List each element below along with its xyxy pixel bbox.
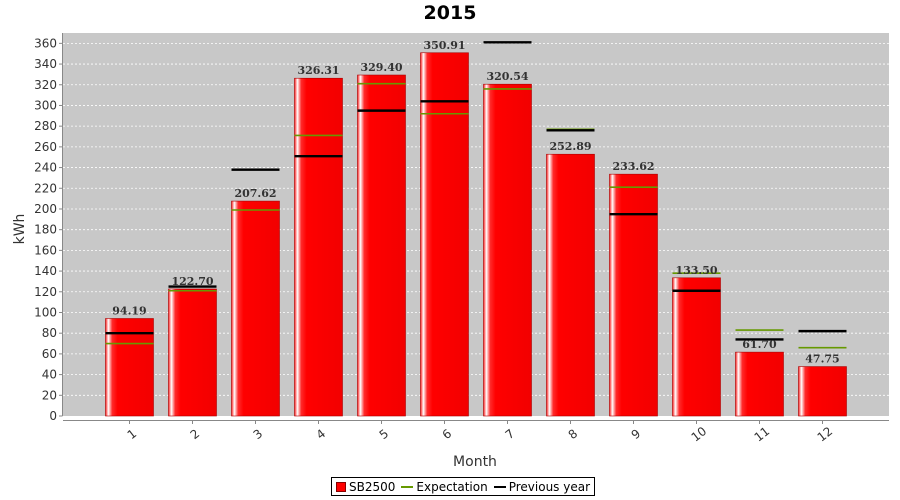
data-label: 94.19 — [112, 305, 146, 318]
y-tick-label: 320 — [34, 78, 57, 92]
x-tick-label: 8 — [566, 426, 581, 442]
legend: SB2500 Expectation Previous year — [331, 477, 596, 496]
x-tick-label: 3 — [251, 426, 266, 442]
bar — [483, 83, 532, 417]
y-tick-label: 200 — [34, 202, 57, 216]
marker-series — [105, 41, 847, 349]
data-label: 122.70 — [171, 275, 213, 288]
y-axis: 0 20 40 60 80 100 120 140 160 180 200 220 240 260 280 3… — [34, 33, 63, 423]
legend-swatch-expectation-line — [401, 485, 414, 488]
x-tick-label: 5 — [377, 426, 392, 442]
y-tick-label: 280 — [34, 119, 57, 133]
data-label: 233.62 — [612, 160, 654, 173]
x-tick-label: 4 — [314, 426, 329, 442]
data-label: 47.75 — [805, 353, 839, 366]
bar — [546, 153, 595, 417]
grid-lines — [63, 42, 889, 396]
data-label: 252.89 — [549, 140, 591, 153]
y-tick-label: 260 — [34, 140, 57, 154]
bar — [609, 173, 658, 417]
bar — [672, 277, 721, 417]
y-tick-label: 120 — [34, 285, 57, 299]
bar — [168, 288, 217, 417]
bar — [357, 74, 406, 417]
data-label: 350.91 — [423, 39, 465, 52]
legend-swatch-bar — [336, 481, 346, 492]
x-tick-label: 7 — [503, 426, 518, 442]
y-tick-label: 160 — [34, 243, 57, 257]
legend-label: Previous year — [508, 479, 591, 494]
data-label: 133.50 — [675, 264, 717, 277]
y-tick-label: 0 — [49, 409, 57, 423]
bar — [105, 318, 154, 417]
x-axis: 1 2 3 4 5 6 7 8 9 10 11 12 — [63, 420, 889, 444]
data-labels: 94.19 122.70 207.62 326.31 329.40 350.91 320.5… — [112, 39, 839, 366]
y-tick-label: 100 — [34, 305, 57, 319]
y-tick-label: 40 — [42, 368, 57, 382]
bar — [420, 52, 469, 417]
data-label: 329.40 — [360, 61, 402, 74]
x-tick-label: 1 — [125, 426, 140, 442]
legend-item-expectation: Expectation — [401, 479, 488, 494]
y-tick-label: 180 — [34, 223, 57, 237]
data-label: 207.62 — [234, 187, 276, 200]
x-tick-label: 6 — [440, 426, 455, 442]
bar — [798, 366, 847, 417]
y-tick-label: 140 — [34, 264, 57, 278]
y-tick-label: 300 — [34, 98, 57, 112]
x-tick-label: 12 — [815, 424, 836, 444]
legend-item-sb2500: SB2500 — [336, 480, 395, 494]
x-tick-label: 2 — [188, 426, 203, 442]
data-label: 326.31 — [297, 64, 339, 77]
legend-label: Expectation — [416, 479, 488, 494]
chart-title: 2015 — [423, 2, 477, 24]
data-label: 320.54 — [486, 70, 528, 83]
legend-label: SB2500 — [349, 479, 396, 494]
y-tick-label: 220 — [34, 181, 57, 195]
bar — [294, 77, 343, 417]
y-tick-label: 240 — [34, 161, 57, 175]
bar — [735, 351, 784, 417]
y-tick-label: 20 — [42, 388, 57, 402]
x-tick-label: 11 — [752, 424, 773, 444]
legend-item-previous-year: Previous year — [493, 479, 591, 494]
y-tick-label: 340 — [34, 57, 57, 71]
y-tick-label: 360 — [34, 36, 57, 50]
x-tick-label: 9 — [629, 426, 644, 442]
y-tick-label: 60 — [42, 347, 57, 361]
x-tick-label: 10 — [689, 424, 710, 444]
bar — [231, 200, 280, 417]
y-axis-label: kWh — [12, 214, 28, 245]
x-axis-label: Month — [453, 454, 497, 470]
y-tick-label: 80 — [42, 326, 57, 340]
legend-swatch-previous-year-line — [493, 485, 506, 488]
bar-series — [105, 52, 847, 417]
data-label: 61.70 — [742, 338, 777, 351]
